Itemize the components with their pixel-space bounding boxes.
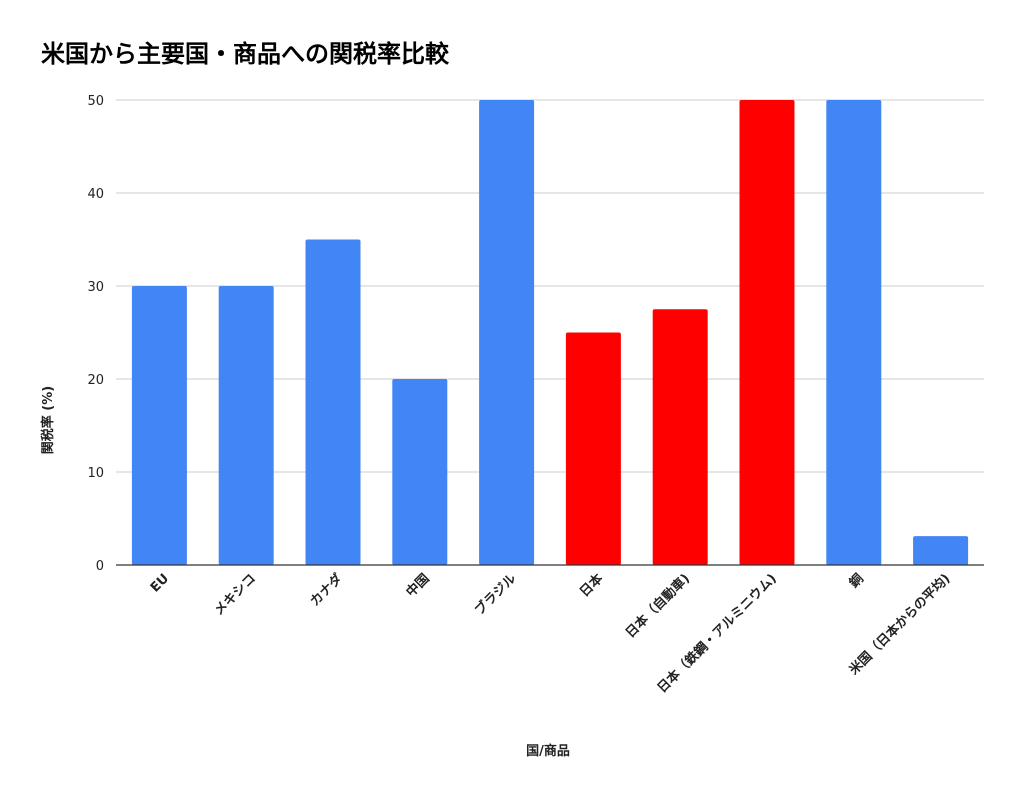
x-tick-label: メキシコ bbox=[212, 571, 259, 618]
bar bbox=[652, 309, 708, 565]
bar bbox=[913, 536, 969, 565]
x-tick-label: カナダ bbox=[307, 571, 346, 610]
bars bbox=[131, 100, 969, 565]
bar bbox=[392, 379, 448, 565]
x-tick-labels: EU メキシコ カナダ 中国 ブラジル 日本 日本（自動車)日本（鉄鋼・アルミニウム) 銅米国… bbox=[148, 571, 954, 697]
y-axis-title: 関税率 (%) bbox=[40, 386, 56, 454]
y-tick-label: 30 bbox=[87, 280, 104, 295]
x-tick-label: EU bbox=[148, 571, 172, 595]
x-tick-label: 日本（自動車) bbox=[622, 571, 693, 642]
x-axis-title: 国/商品 bbox=[526, 743, 570, 759]
bar bbox=[218, 286, 274, 565]
x-tick-label: 日本 bbox=[577, 571, 607, 601]
bar bbox=[565, 332, 621, 565]
y-tick-label: 50 bbox=[87, 94, 104, 109]
x-tick-label: 銅 bbox=[846, 571, 867, 592]
bar bbox=[131, 286, 187, 565]
y-tick-label: 20 bbox=[87, 373, 104, 388]
x-tick-label: 米国（日本からの平均) bbox=[846, 571, 953, 678]
chart-title: 米国から主要国・商品への関税率比較 bbox=[41, 40, 449, 68]
y-tick-label: 10 bbox=[87, 466, 104, 481]
bar bbox=[479, 100, 535, 565]
bar bbox=[739, 100, 795, 565]
x-tick-label: ブラジル bbox=[472, 571, 520, 619]
bar bbox=[826, 100, 882, 565]
x-tick-label: 中国 bbox=[403, 571, 433, 601]
bar bbox=[305, 239, 361, 565]
y-tick-labels: 0 10 20 30 40 50 bbox=[87, 94, 104, 574]
y-tick-label: 40 bbox=[87, 187, 104, 202]
y-tick-label: 0 bbox=[96, 559, 104, 574]
